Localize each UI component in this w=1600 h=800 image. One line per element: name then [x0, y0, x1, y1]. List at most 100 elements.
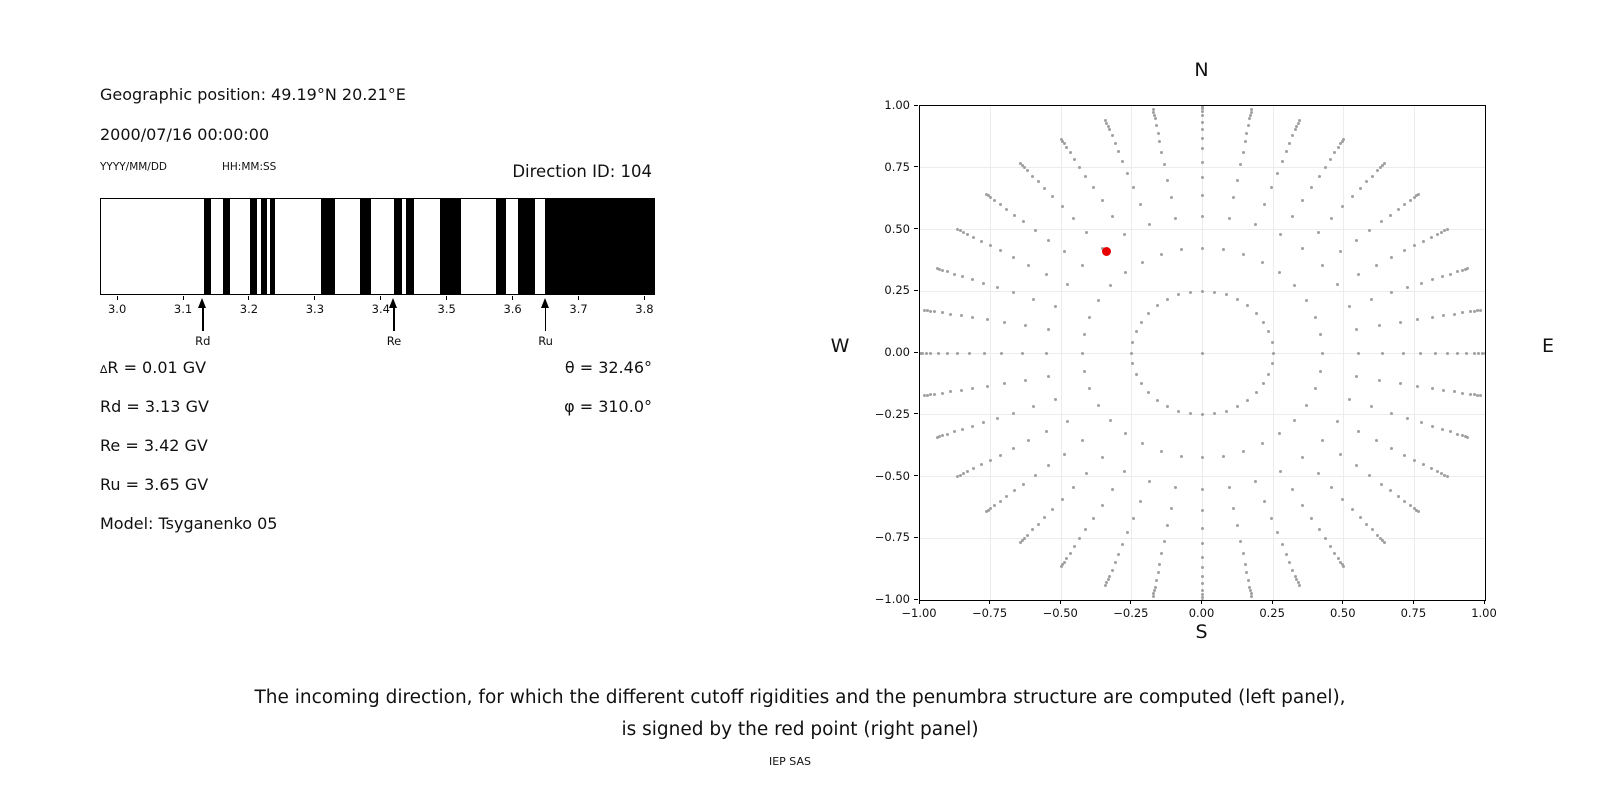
grid-dot — [1201, 246, 1204, 250]
grid-dot — [1368, 228, 1372, 232]
x-axis-tick — [1271, 600, 1273, 604]
grid-dot — [1061, 563, 1065, 567]
x-axis-tick — [1130, 600, 1132, 604]
grid-dot — [1160, 552, 1164, 556]
grid-dot — [1023, 378, 1027, 382]
grid-dot — [1109, 418, 1113, 422]
grid-dot — [1146, 311, 1150, 315]
grid-dot — [1159, 450, 1163, 454]
grid-dot — [1243, 140, 1247, 144]
grid-dot — [1323, 537, 1327, 541]
grid-dot — [970, 424, 974, 428]
grid-dot — [981, 281, 985, 285]
grid-dot — [1163, 163, 1167, 167]
grid-dot — [1378, 166, 1382, 170]
grid-dot — [949, 312, 953, 316]
grid-dot — [1213, 290, 1217, 294]
grid-dot — [1292, 284, 1296, 288]
y-axis-tick — [914, 413, 918, 415]
marker-arrow-stem — [202, 307, 204, 331]
grid-dot — [1232, 196, 1236, 200]
grid-dot — [1084, 174, 1088, 178]
grid-dot — [1370, 528, 1374, 532]
grid-dot — [1085, 472, 1089, 476]
grid-dot — [1155, 398, 1159, 402]
grid-dot — [1342, 137, 1346, 141]
grid-dot — [1173, 486, 1177, 490]
grid-dot — [988, 244, 992, 248]
grid-dot — [1390, 256, 1394, 260]
grid-dot — [1140, 442, 1144, 446]
grid-dot — [1288, 141, 1292, 145]
grid-dot — [1146, 391, 1150, 395]
x-axis-tick — [918, 600, 920, 604]
grid-dot — [1336, 419, 1340, 423]
grid-dot — [1370, 405, 1374, 409]
grid-dot — [1176, 293, 1180, 297]
grid-dot — [1176, 409, 1180, 413]
grid-dot — [1472, 351, 1476, 355]
grid-dot — [933, 392, 937, 396]
grid-dot — [1365, 522, 1369, 526]
grid-dot — [1317, 174, 1321, 178]
grid-dot — [1113, 561, 1117, 565]
grid-dot — [1060, 497, 1064, 501]
grid-dot — [1420, 281, 1424, 285]
grid-dot — [1019, 540, 1023, 544]
x-axis-tick-label: 0.00 — [1188, 606, 1215, 620]
y-axis-tick-label: 0.25 — [884, 283, 910, 298]
x-axis-tick-label: 1.00 — [1471, 606, 1497, 620]
grid-dot — [1158, 140, 1162, 144]
grid-dot — [945, 432, 949, 436]
grid-dot — [1241, 552, 1245, 556]
grid-dot — [1117, 150, 1121, 154]
grid-dot — [1027, 439, 1031, 443]
grid-dot — [1123, 431, 1127, 435]
grid-dot — [1235, 178, 1239, 182]
y-axis-tick — [914, 536, 918, 538]
grid-dot — [1403, 203, 1407, 207]
grid-dot — [1319, 369, 1323, 373]
marker-arrowhead — [198, 298, 207, 308]
delta-symbol: ∆ — [100, 363, 108, 376]
grid-dot — [1417, 192, 1421, 196]
grid-dot — [1301, 246, 1305, 250]
grid-dot — [981, 421, 985, 425]
axis-tick-label: 3.1 — [173, 302, 193, 316]
grid-dot — [1390, 446, 1394, 450]
grid-dot — [1169, 506, 1173, 510]
grid-dot — [1163, 539, 1167, 543]
grid-dot — [1062, 452, 1066, 456]
grid-dot — [1235, 524, 1239, 528]
grid-dot — [1022, 220, 1026, 224]
grid-dot — [1440, 230, 1444, 234]
grid-dot — [1445, 228, 1449, 231]
grid-dot — [1062, 250, 1066, 254]
grid-dot — [1165, 404, 1169, 408]
grid-dot — [1241, 150, 1245, 154]
grid-dot — [1153, 585, 1157, 589]
x-axis-tick-label: 0.75 — [1400, 606, 1427, 620]
grid-dot — [1088, 315, 1092, 319]
grid-dot — [1436, 470, 1440, 474]
grid-dot — [1293, 128, 1297, 132]
marker-label: Rd — [195, 334, 211, 348]
grid-dot — [1449, 430, 1453, 434]
grid-dot — [941, 434, 945, 438]
grid-dot — [1005, 207, 1009, 211]
grid-dot — [922, 308, 926, 312]
grid-dot — [1416, 384, 1420, 388]
grid-dot — [1317, 528, 1321, 532]
marker-arrow-stem — [544, 307, 547, 331]
grid-dot — [1381, 351, 1385, 355]
grid-dot — [992, 504, 996, 508]
grid-dot — [935, 267, 939, 271]
grid-dot — [1238, 163, 1242, 167]
grid-dot — [1429, 466, 1433, 470]
grid-dot — [1180, 454, 1184, 458]
grid-dot — [1238, 539, 1242, 543]
grid-dot — [989, 506, 993, 510]
grid-dot — [1267, 372, 1271, 376]
x-axis-tick-label: −0.25 — [1113, 606, 1149, 620]
grid-dot — [1284, 552, 1288, 556]
